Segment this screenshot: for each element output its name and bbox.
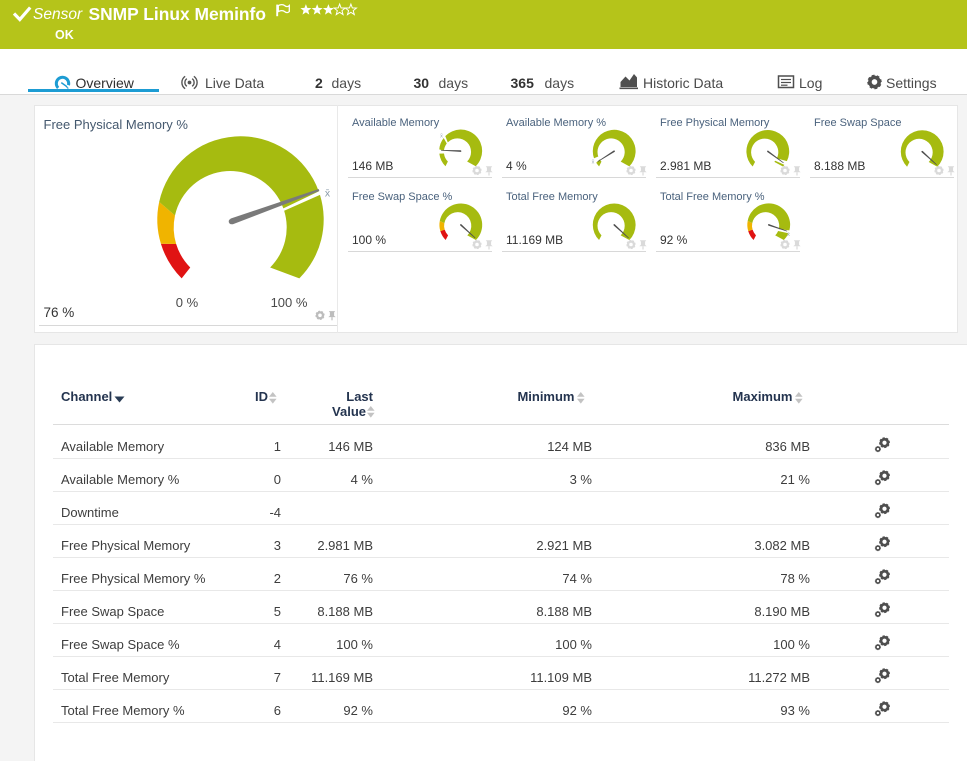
svg-text:x̄: x̄ — [440, 134, 443, 140]
svg-text:x̄: x̄ — [325, 188, 331, 200]
svg-text:x̄: x̄ — [787, 232, 790, 238]
svg-text:x̄: x̄ — [592, 160, 595, 166]
